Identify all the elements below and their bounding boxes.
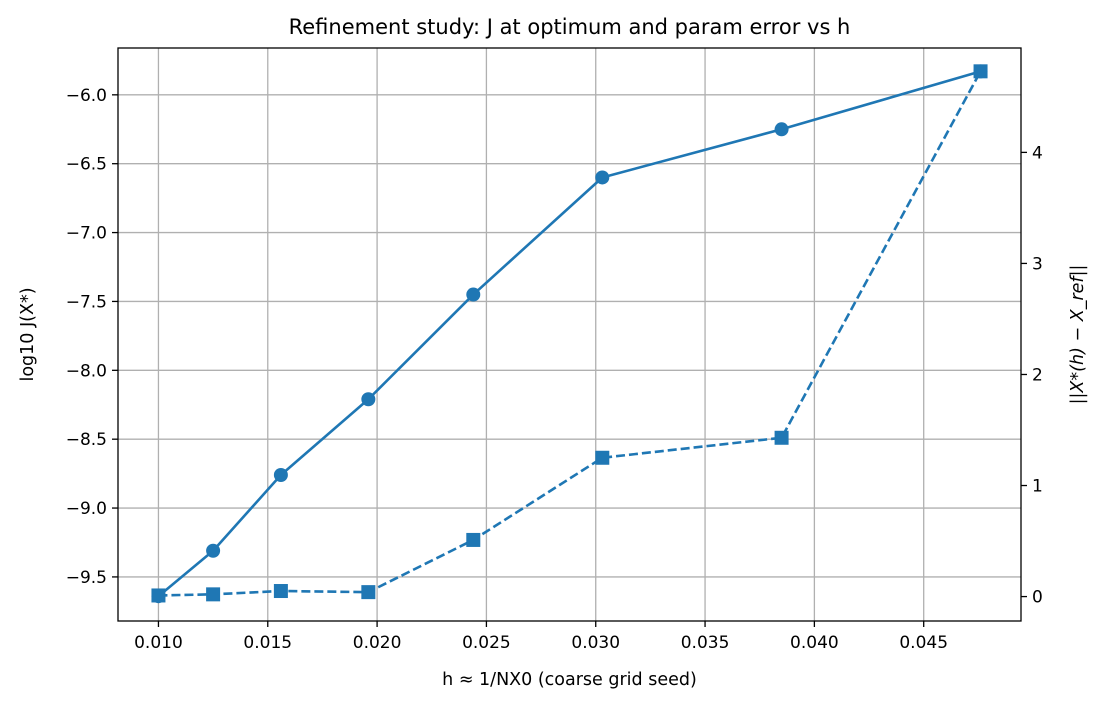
chart-title: Refinement study: J at optimum and param… — [289, 15, 851, 39]
series-layer — [151, 64, 988, 604]
y-left-axis-label: log10 J(X*) — [18, 287, 38, 381]
log-j-line — [157, 70, 981, 598]
param-error-point — [273, 584, 288, 599]
y-right-tick-label: 0 — [1032, 588, 1043, 608]
y-left-tick-label: −8.5 — [66, 430, 107, 450]
log-j-point — [466, 287, 481, 302]
y-left-tick-label: −9.0 — [66, 499, 107, 519]
param-error-point — [151, 588, 166, 603]
y-left-tick-label: −9.5 — [66, 568, 107, 588]
y-right-tick-label: 3 — [1032, 254, 1043, 274]
log-j-point — [774, 122, 789, 137]
param-error-point — [973, 64, 988, 79]
log-j-point — [206, 543, 221, 558]
y-right-tick-label: 2 — [1032, 365, 1043, 385]
log-j-point — [273, 467, 288, 482]
log-j-point — [361, 392, 376, 407]
ticks-layer: 0.010 0.015 0.020 0.025 0.030 0.035 0.040 0.045… — [66, 86, 1043, 653]
x-tick-label: 0.025 — [462, 633, 511, 653]
param-error-point — [774, 430, 789, 445]
param-error-point — [466, 532, 481, 547]
x-axis-label: h ≈ 1/NX0 (coarse grid seed) — [442, 670, 697, 690]
param-error-point — [595, 450, 610, 465]
y-right-tick-label: 1 — [1032, 477, 1043, 497]
grid-layer — [118, 48, 1021, 621]
plot-frame — [117, 47, 1022, 622]
y-left-tick-label: −8.0 — [66, 361, 107, 381]
y-right-tick-label: 4 — [1032, 143, 1043, 163]
y-left-tick-label: −6.0 — [66, 86, 107, 106]
param-error-point — [361, 585, 376, 600]
y-right-axis-label: ||X*(h) − X_ref|| — [1068, 265, 1088, 405]
y-left-tick-label: −6.5 — [66, 155, 107, 175]
x-tick-label: 0.030 — [571, 633, 620, 653]
y-left-tick-label: −7.0 — [66, 224, 107, 244]
x-tick-label: 0.045 — [899, 633, 948, 653]
param-error-point — [206, 587, 221, 602]
x-tick-label: 0.015 — [243, 633, 292, 653]
y-left-tick-label: −7.5 — [66, 292, 107, 312]
x-tick-label: 0.020 — [353, 633, 402, 653]
x-tick-label: 0.010 — [134, 633, 183, 653]
param-error-line — [158, 70, 982, 597]
log-j-point — [595, 170, 610, 185]
x-tick-label: 0.035 — [681, 633, 730, 653]
x-tick-label: 0.040 — [790, 633, 839, 653]
